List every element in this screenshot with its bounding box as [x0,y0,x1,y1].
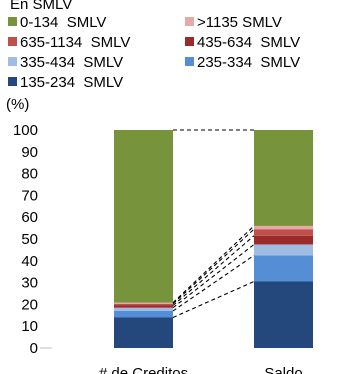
connector-line [172,235,255,306]
legend-swatch [8,57,17,66]
legend-item: 135-234 SMLV [8,74,123,91]
y-tick-label: 80 [21,166,38,183]
chart-title: En SMLV [10,0,72,13]
x-axis-labels: # de Creditos Saldo [99,365,303,374]
y-tick-label: 70 [21,187,38,204]
y-tick-label: 100 [13,122,38,139]
connector-line [172,254,255,312]
x-tick-label: # de Creditos [99,365,188,374]
legend: 0-134 SMLV >1135 SMLV 635-1134 SMLV 435-634… [8,14,300,91]
connector-line [172,228,255,305]
connectors [172,129,255,318]
bar-segment [254,235,313,245]
bar-segment [114,303,173,306]
legend-label: 135-234 SMLV [20,74,123,91]
connector-line [172,244,255,309]
connector-line [172,225,255,304]
legend-label: 335-434 SMLV [20,54,123,71]
bar-segment [254,229,313,236]
y-tick-label: 10 [21,318,38,335]
bar-segment [254,281,313,348]
y-tick-label: 30 [21,275,38,292]
y-tick-label: 20 [21,296,38,313]
legend-swatch [185,17,194,26]
connector-line [172,281,255,318]
legend-label: 235-334 SMLV [197,54,300,71]
y-tick-label: 0 [30,340,38,357]
legend-swatch [8,37,17,46]
legend-item: >1135 SMLV [185,14,282,31]
y-axis-label: (%) [6,96,29,113]
bar-segment [254,130,313,226]
bar-segment [114,317,173,348]
bar-segment [254,255,313,282]
legend-swatch [8,77,17,86]
legend-label: >1135 SMLV [197,14,282,31]
bar-segment [114,302,173,304]
legend-label: 0-134 SMLV [20,14,106,31]
bars [114,130,313,348]
legend-item: 335-434 SMLV [8,54,123,71]
legend-swatch [8,17,17,26]
bar-segment [114,310,173,318]
y-axis: (%) 0 10 20 30 40 50 60 70 80 90 100 [6,96,52,357]
bar-segment [114,307,173,311]
legend-item: 435-634 SMLV [185,34,300,51]
chart-title-group: En SMLV [10,0,72,13]
legend-label: 635-1134 SMLV [20,34,130,51]
y-tick-label: 50 [21,231,38,248]
legend-item: 635-1134 SMLV [8,34,130,51]
x-tick-label: Saldo [264,365,302,374]
legend-swatch [185,57,194,66]
bar-segment [114,130,173,303]
y-tick-label: 90 [21,144,38,161]
bar-segment [254,225,313,230]
legend-label: 435-634 SMLV [197,34,300,51]
y-tick-label: 60 [21,209,38,226]
bar-segment [114,305,173,308]
bar-segment [254,244,313,256]
legend-item: 0-134 SMLV [8,14,106,31]
y-tick-label: 40 [21,253,38,270]
legend-swatch [185,37,194,46]
legend-item: 235-334 SMLV [185,54,300,71]
